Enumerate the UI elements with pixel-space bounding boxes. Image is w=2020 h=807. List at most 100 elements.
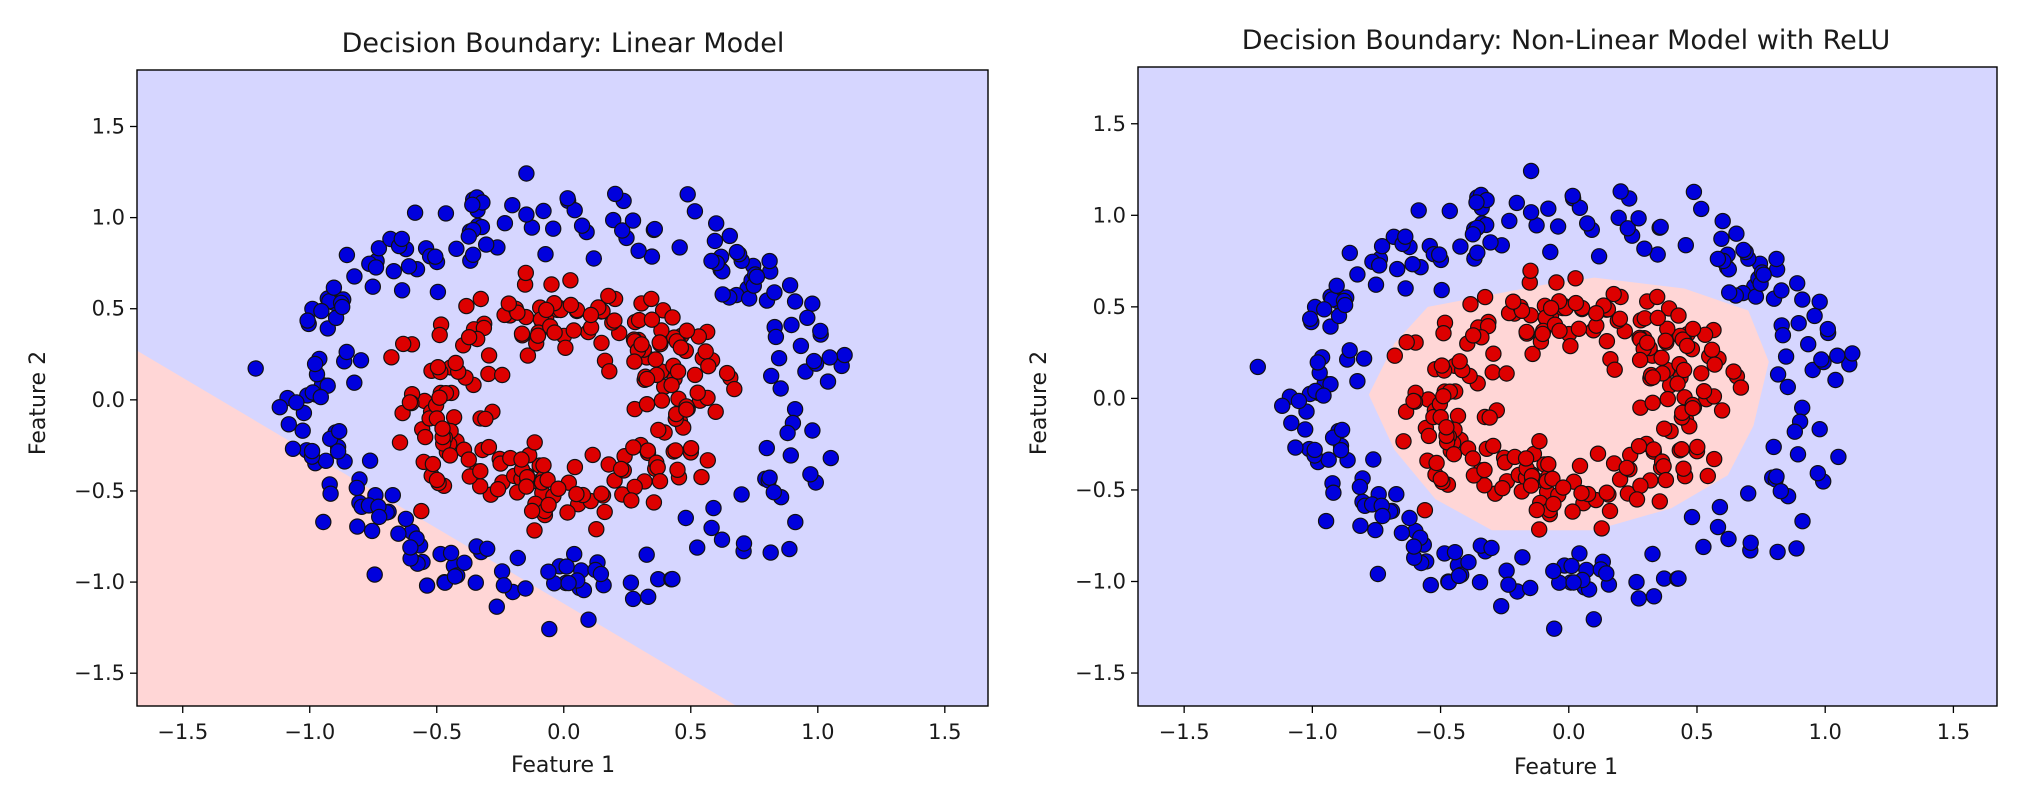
data-point-class1: [1542, 299, 1560, 317]
data-point-class1: [383, 349, 400, 366]
data-point-class0: [493, 563, 511, 580]
data-point-class0: [535, 202, 552, 220]
data-point-class0: [406, 204, 424, 221]
data-point-class1: [513, 451, 530, 468]
data-point-class0: [338, 246, 356, 264]
data-point-class1: [529, 327, 547, 344]
data-point-class1: [1518, 323, 1535, 341]
data-point-class0: [349, 518, 366, 535]
data-point-class1: [1695, 383, 1713, 400]
data-point-class1: [472, 463, 489, 480]
data-point-class0: [352, 352, 370, 369]
data-point-class0: [733, 486, 750, 503]
data-point-class0: [1806, 307, 1823, 325]
data-point-class1: [500, 295, 517, 312]
data-point-class0: [1322, 318, 1339, 335]
data-point-class0: [836, 346, 853, 364]
x-axis-label: Feature 1: [1514, 755, 1618, 780]
data-point-class0: [781, 540, 798, 558]
x-tick-label: −1.5: [1159, 720, 1210, 744]
data-point-class0: [1483, 539, 1500, 557]
data-point-class0: [1464, 226, 1482, 243]
data-point-class0: [1441, 202, 1459, 220]
x-tick-label: 1.5: [1937, 720, 1970, 744]
x-tick-label: 0.0: [1552, 720, 1585, 744]
data-point-class0: [735, 535, 753, 552]
data-point-class1: [413, 502, 430, 520]
data-point-class0: [1636, 240, 1653, 257]
data-point-class1: [550, 480, 567, 497]
data-point-class0: [1471, 574, 1489, 591]
data-point-class1: [480, 347, 498, 364]
data-point-class0: [1306, 441, 1323, 459]
data-point-class0: [1786, 423, 1804, 440]
data-point-class1: [633, 336, 650, 353]
data-point-class0: [1630, 590, 1648, 607]
data-point-class0: [1683, 508, 1701, 526]
data-point-class1: [1571, 457, 1589, 475]
data-point-class0: [1309, 354, 1327, 371]
data-point-class1: [600, 287, 617, 305]
data-point-class0: [573, 217, 591, 234]
data-point-class0: [1578, 215, 1596, 232]
data-point-class0: [1542, 243, 1559, 261]
data-point-class1: [1476, 288, 1494, 306]
data-point-class0: [1521, 579, 1539, 597]
data-point-class0: [504, 196, 521, 214]
data-point-class1: [1589, 445, 1607, 462]
y-tick-label: 0.5: [92, 297, 125, 321]
data-point-class1: [1678, 337, 1696, 355]
data-point-class1: [1522, 262, 1539, 279]
data-point-class0: [1844, 345, 1861, 362]
data-point-class1: [1644, 369, 1662, 386]
data-point-class0: [1779, 378, 1797, 396]
data-point-class1: [1435, 388, 1452, 405]
data-point-class0: [622, 574, 640, 591]
data-point-class0: [329, 443, 347, 460]
data-point-class0: [614, 222, 631, 239]
data-point-class1: [1670, 307, 1687, 324]
y-tick-label: 0.0: [92, 388, 125, 412]
data-point-class0: [312, 388, 329, 406]
data-point-class0: [1325, 484, 1342, 501]
data-point-class0: [313, 302, 330, 320]
data-point-class0: [1720, 530, 1737, 548]
data-point-class1: [612, 460, 630, 478]
data-point-class0: [393, 282, 411, 299]
data-point-class0: [1735, 241, 1752, 259]
data-point-class1: [417, 428, 434, 446]
data-point-class0: [812, 322, 829, 340]
data-point-class0: [315, 513, 332, 531]
data-point-class0: [1769, 366, 1787, 383]
data-point-class0: [703, 252, 720, 270]
data-point-class1: [518, 478, 535, 495]
data-point-class0: [677, 509, 695, 527]
data-point-class0: [1332, 442, 1350, 459]
data-point-class0: [338, 343, 355, 361]
data-point-class1: [626, 353, 643, 370]
data-point-class0: [792, 337, 810, 355]
data-point-class1: [1713, 402, 1731, 419]
data-point-class1: [593, 485, 610, 502]
data-point-class0: [325, 279, 343, 296]
data-point-class0: [284, 440, 302, 457]
data-point-class1: [1605, 285, 1622, 303]
data-point-class1: [1689, 438, 1706, 456]
data-point-class1: [1705, 450, 1723, 468]
data-point-class1: [1651, 493, 1669, 510]
data-point-class0: [303, 442, 321, 460]
data-point-class1: [1699, 467, 1717, 485]
data-point-class0: [630, 242, 647, 259]
data-point-class0: [1341, 244, 1359, 262]
data-point-class1: [489, 481, 507, 498]
data-point-class0: [559, 190, 576, 207]
y-tick-label: −1.5: [1075, 661, 1126, 685]
data-point-class1: [562, 272, 579, 289]
data-point-class0: [1685, 183, 1703, 201]
data-point-class0: [1788, 540, 1805, 557]
data-point-class0: [1590, 248, 1608, 265]
data-point-class1: [519, 347, 537, 364]
data-point-class0: [783, 316, 800, 334]
data-point-class0: [689, 539, 706, 556]
